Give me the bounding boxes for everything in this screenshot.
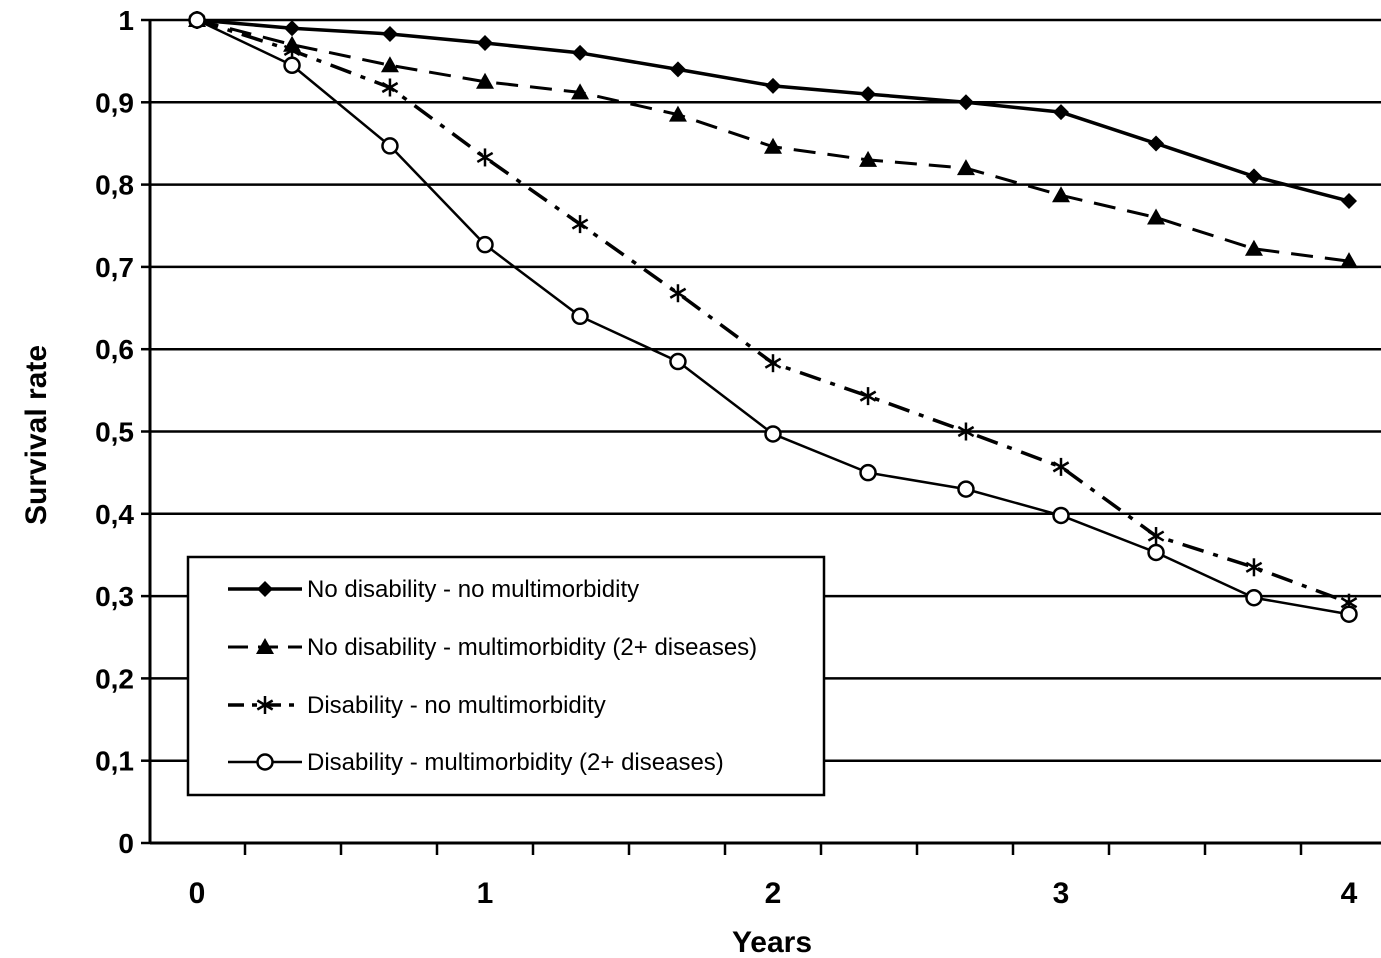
data-point	[381, 78, 399, 97]
data-point	[669, 284, 687, 303]
legend-label: Disability - multimorbidity (2+ diseases…	[307, 749, 724, 776]
series-line	[196, 18, 1350, 616]
data-point	[957, 422, 975, 441]
series-line	[196, 18, 1350, 203]
data-point	[957, 94, 974, 111]
y-tick-label: 0,6	[95, 334, 134, 365]
data-point	[669, 61, 686, 78]
data-point	[765, 77, 781, 94]
y-tick-label: 0,7	[95, 252, 134, 283]
data-point	[476, 235, 494, 254]
data-point	[571, 215, 589, 234]
series-3	[188, 11, 1358, 612]
legend-marker	[256, 753, 274, 771]
x-tick-label: 2	[765, 877, 782, 910]
data-point	[668, 105, 687, 122]
data-point	[284, 20, 301, 37]
data-point	[1340, 605, 1358, 623]
legend-item: Disability - no multimorbidity	[228, 692, 606, 719]
data-point	[188, 11, 206, 29]
data-point	[571, 307, 589, 326]
data-point	[859, 463, 877, 482]
data-point	[381, 25, 398, 42]
axes	[141, 18, 1381, 855]
x-tick-label: 4	[1341, 877, 1358, 910]
y-tick-label: 0,5	[95, 417, 134, 448]
data-point	[1147, 208, 1166, 225]
data-point	[1245, 558, 1263, 577]
legend-marker	[257, 581, 273, 597]
y-tick-labels: 0 0,1 0,2 0,3 0,4 0,5 0,6 0,7 0,8 0,9 1	[95, 5, 134, 859]
data-point	[1340, 252, 1358, 269]
series-layer	[188, 11, 1358, 623]
data-point	[1147, 527, 1165, 546]
data-point	[764, 137, 782, 154]
data-point	[1245, 588, 1263, 607]
data-point	[1148, 135, 1165, 152]
legend-item: No disability - multimorbidity (2+ disea…	[228, 634, 757, 661]
x-axis-title: Years	[732, 926, 812, 958]
legend-label: No disability - no multimorbidity	[307, 576, 639, 603]
y-tick-label: 1	[118, 5, 134, 36]
y-tick-label: 0,4	[95, 499, 134, 530]
legend-item: No disability - no multimorbidity	[228, 576, 639, 603]
legend-box	[186, 555, 826, 797]
data-point	[669, 352, 687, 371]
data-point	[1147, 543, 1165, 562]
legend: No disability - no multimorbidity No disa…	[186, 555, 826, 797]
y-axis-title: Survival rate	[20, 345, 53, 525]
x-tick-label: 0	[189, 877, 206, 910]
data-point	[1053, 104, 1069, 121]
data-point	[1244, 239, 1263, 256]
series-line	[196, 18, 1350, 605]
data-point	[571, 83, 590, 100]
data-point	[572, 44, 589, 61]
y-tick-label: 0,9	[95, 87, 134, 118]
data-point	[1245, 168, 1262, 185]
data-point	[1341, 193, 1357, 210]
series-4	[188, 11, 1358, 623]
x-tick-label: 1	[477, 877, 494, 910]
series-1	[189, 12, 1357, 210]
series-2	[188, 11, 1358, 269]
data-point	[283, 56, 301, 75]
y-tick-label: 0,8	[95, 170, 134, 201]
data-point	[381, 137, 399, 155]
data-point	[1052, 186, 1070, 203]
data-point	[957, 480, 975, 498]
x-tick-label: 3	[1053, 877, 1070, 910]
legend-marker	[256, 638, 274, 654]
data-point	[764, 354, 782, 373]
legend-label: No disability - multimorbidity (2+ disea…	[307, 634, 757, 661]
data-point	[859, 150, 878, 167]
data-point	[1052, 457, 1070, 476]
legend-item: Disability - multimorbidity (2+ diseases…	[228, 749, 724, 776]
y-tick-label: 0,3	[95, 581, 134, 612]
data-point	[859, 387, 877, 406]
legend-marker	[256, 696, 274, 714]
y-tick-label: 0,2	[95, 663, 134, 694]
data-point	[764, 425, 782, 443]
data-point	[1052, 506, 1070, 525]
x-tick-labels: 0 1 2 3 4	[189, 877, 1358, 910]
data-point	[860, 86, 877, 103]
data-point	[476, 72, 494, 89]
legend-label: Disability - no multimorbidity	[307, 692, 606, 719]
data-point	[956, 159, 975, 176]
data-point	[283, 41, 301, 60]
y-tick-label: 0	[118, 828, 134, 859]
data-point	[380, 56, 399, 73]
y-tick-label: 0,1	[95, 746, 134, 777]
data-point	[477, 35, 493, 52]
data-point	[476, 148, 494, 167]
